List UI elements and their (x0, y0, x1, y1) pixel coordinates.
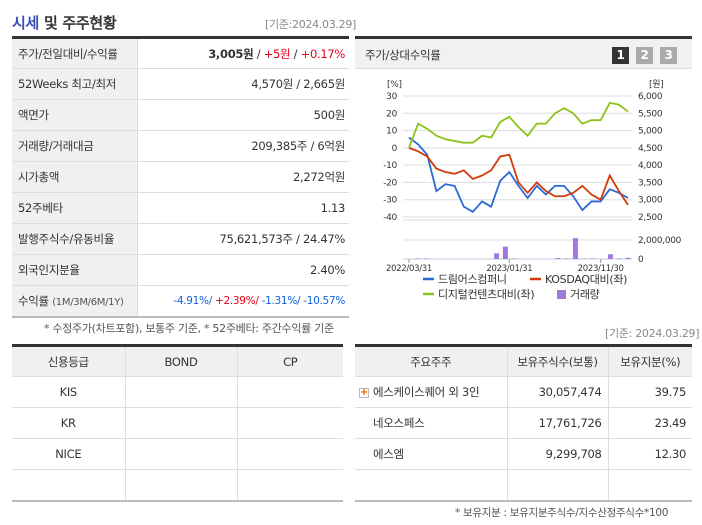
left-axis-unit: [%] (387, 80, 402, 90)
basis-date: [기준:2024.03.29] (265, 18, 357, 31)
chart-page-3-button[interactable]: 3 (660, 47, 677, 64)
info-note: * 수정주가(차트포함), 보통주 기준, * 52주베타: 주간수익률 기준 (44, 322, 334, 335)
table-row: 52주베타 1.13 (12, 192, 349, 224)
volume-bar (494, 253, 500, 259)
left-tick-label: -40 (383, 213, 397, 223)
right-axis-unit: [원] (649, 79, 663, 90)
left-tick-label: 20 (386, 109, 397, 119)
left-tick-label: -20 (383, 178, 397, 188)
left-tick-label: 0 (392, 144, 398, 154)
page-title: 시세 및 주주현황 (12, 14, 117, 32)
volume-bar (625, 257, 631, 259)
legend-label: 디지털컨텐츠대비(좌) (438, 288, 534, 301)
table-row: 액면가 500원 (12, 99, 349, 131)
x-tick-label: 2023/01/31 (486, 264, 532, 274)
left-tick-label: 30 (386, 92, 397, 102)
chart-page-1-button[interactable]: 1 (612, 47, 629, 64)
panel-basis-date: [기준: 2024.03.29] (605, 327, 700, 340)
legend-label: 드림어스컴퍼니 (438, 273, 507, 286)
table-row: 외국인지분율 2.40% (12, 254, 349, 286)
volume-bar (572, 238, 578, 259)
volume-bar (555, 258, 561, 259)
volume-tick-label: 0 (638, 255, 644, 265)
chart-page-2-button[interactable]: 2 (636, 47, 653, 64)
chart-title: 주가/상대수익률 (365, 48, 441, 62)
holders-note: * 보유지분 : 보유지분주식수/지수산정주식수*100 (455, 507, 669, 519)
table-row: 주가/전일대비/수익률 3,005원 / +5원 / +0.17% (12, 37, 349, 69)
volume-bar (616, 258, 622, 259)
volume-tick-label: 2,000,000 (638, 236, 682, 246)
left-tick-label: -10 (383, 161, 397, 171)
relative-return-chart: [%] [원] 30 6,000 20 5,500 10 5,000 0 4,500 -10 4,00… (383, 79, 682, 301)
table-row (12, 469, 343, 501)
left-tick-label: 10 (386, 127, 397, 137)
table-row: 거래량/거래대금 209,385주 / 6억원 (12, 130, 349, 162)
chart-panel: 주가/상대수익률 1 2 3 [%] [원] 30 6,000 20 5,500 10 5,0… (355, 36, 692, 308)
table-row: 52Weeks 최고/최저 4,570원 / 2,665원 (12, 68, 349, 100)
right-tick-label: 3,000 (638, 196, 663, 206)
table-row: 네오스페스 17,761,726 23.49 (355, 407, 692, 439)
legend-label: KOSDAQ대비(좌) (545, 273, 627, 286)
table-row: 발행주식수/유동비율 75,621,573주 / 24.47% (12, 223, 349, 255)
right-tick-label: 4,500 (638, 144, 663, 154)
table-row: KR (12, 407, 343, 439)
right-tick-label: 3,500 (638, 178, 663, 188)
x-tick-label: 2023/11/30 (578, 264, 624, 274)
volume-bar (502, 246, 508, 259)
table-row: 시가총액 2,272억원 (12, 161, 349, 193)
table-row (355, 469, 692, 501)
volume-bar (564, 258, 570, 259)
series-line-3 (408, 101, 629, 149)
legend-label: 거래량 (570, 288, 600, 301)
series-line-1 (408, 136, 629, 213)
credit-rating-table: 신용등급 BOND CP KIS KR NICE (12, 344, 343, 502)
major-shareholders-table: 주요주주 보유주식수(보통) 보유지분(%) + 에스케이스퀘어 외 3인 30,057… (355, 344, 692, 502)
right-tick-label: 5,000 (638, 127, 663, 137)
x-tick-label: 2022/03/31 (386, 264, 432, 274)
right-tick-label: 2,500 (638, 213, 663, 223)
series-line-2 (408, 147, 629, 206)
table-row: + 에스케이스퀘어 외 3인 30,057,474 39.75 (355, 376, 692, 408)
table-row: KIS (12, 376, 343, 408)
right-tick-label: 4,000 (638, 161, 663, 171)
right-tick-label: 6,000 (638, 92, 663, 102)
price-info-table: 주가/전일대비/수익률 3,005원 / +5원 / +0.17% 52Weeks… (12, 36, 349, 318)
legend-swatch (557, 290, 566, 299)
volume-bar (607, 254, 613, 259)
table-row: 수익률 (1M/3M/6M/1Y) -4.91%/ +2.39%/ -1.31%/… (12, 285, 349, 317)
expand-icon[interactable]: + (359, 387, 369, 398)
left-tick-label: -30 (383, 196, 397, 206)
table-row: 에스엠 9,299,708 12.30 (355, 438, 692, 470)
right-tick-label: 5,500 (638, 109, 663, 119)
table-row: NICE (12, 438, 343, 470)
